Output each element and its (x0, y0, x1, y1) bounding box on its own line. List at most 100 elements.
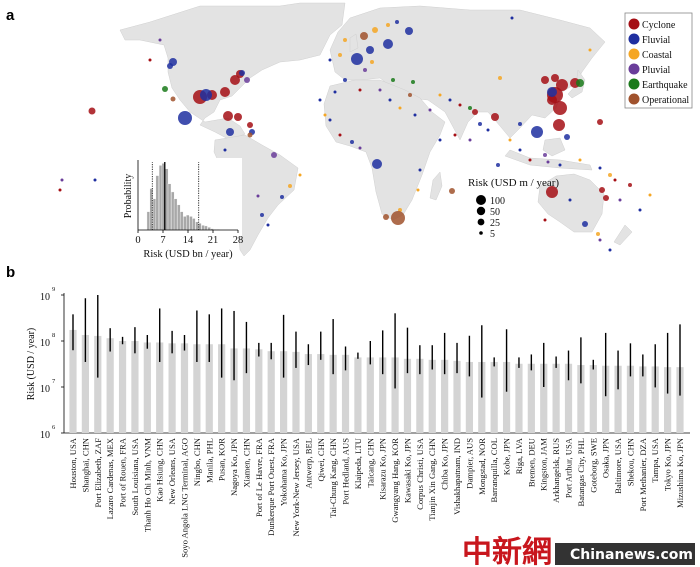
bar (143, 342, 151, 433)
hist-bar (171, 191, 175, 231)
bar-category-label: Ningbo, CHN (192, 437, 202, 486)
port-marker-fluvial (518, 122, 522, 126)
bar (317, 354, 325, 433)
bar-category-label: Tai-Chung Kang, CHN (328, 437, 338, 518)
madagascar (429, 171, 443, 201)
port-marker-earthquake (162, 86, 168, 92)
port-marker-cyclone (546, 186, 558, 198)
size-legend-dot (476, 206, 486, 216)
size-legend-label: 50 (490, 207, 500, 218)
bar (69, 329, 77, 433)
legend-label-fluvial: Fluvial (642, 35, 671, 46)
port-marker-cyclone (247, 122, 253, 128)
port-marker-cyclone (230, 75, 240, 85)
bar-category-label: Port Arthur, USA (564, 437, 574, 498)
hist-bar (195, 221, 199, 231)
port-marker-small (398, 106, 402, 110)
bar (614, 365, 622, 433)
port-marker-small (486, 128, 490, 132)
bar-category-label: Riga, LVA (514, 437, 524, 474)
port-marker-fluvial (226, 128, 234, 136)
bar (242, 348, 251, 433)
bar (304, 354, 312, 433)
port-marker-cyclone (551, 74, 559, 82)
port-marker-small (588, 48, 592, 52)
hist-ylabel: Probability (123, 174, 134, 218)
port-marker-small (468, 138, 472, 142)
port-marker-coastal (288, 184, 292, 188)
hist-bar (167, 183, 172, 231)
port-marker-operational (247, 132, 253, 138)
size-legend-dot (476, 195, 486, 205)
bar-category-label: Yokohama Ko, JPN (279, 437, 289, 506)
bar-category-label: Kisarazu Ko, JPN (378, 437, 388, 500)
port-marker-small (333, 90, 337, 94)
port-marker-fluvial (564, 134, 570, 140)
port-marker-small (438, 93, 442, 97)
port-marker-fluvial (366, 46, 374, 54)
port-marker-fluvial (372, 159, 382, 169)
bar-category-label: New Orleans, USA (167, 437, 177, 504)
bar (416, 358, 424, 433)
bar (676, 367, 684, 433)
port-marker-small (638, 208, 642, 212)
bar-category-label: Port Methanier, DZA (638, 437, 648, 511)
size-legend-label: 25 (490, 218, 500, 229)
hist-bar (189, 216, 193, 231)
size-legend-label: 5 (490, 229, 495, 240)
bar (540, 363, 548, 433)
bar-category-label: Mizushima Ko, JPN (675, 437, 685, 508)
port-marker-small (93, 178, 97, 182)
bar (490, 361, 498, 433)
africa (323, 79, 446, 221)
port-marker-earthquake (391, 78, 395, 82)
port-marker-small (266, 223, 270, 227)
port-marker-pluvial (543, 153, 547, 157)
port-marker-small (598, 238, 602, 242)
bar (255, 349, 263, 433)
port-marker-small (648, 193, 652, 197)
bar-y-tick-exponent: 7 (52, 378, 56, 385)
bar-category-label: Pusan, KOR (217, 438, 227, 481)
bar-category-label: Tampa, USA (650, 437, 660, 483)
bar (230, 348, 238, 433)
panel-label-b: b (6, 264, 15, 281)
port-marker-coastal (372, 27, 378, 33)
port-marker-fluvial (350, 140, 354, 144)
port-marker-small (508, 138, 512, 142)
port-marker-small (318, 98, 322, 102)
legend-label-coastal: Coastal (642, 50, 672, 61)
bar (515, 363, 523, 433)
port-marker-small (578, 158, 582, 162)
bar (502, 361, 511, 433)
bar (564, 363, 573, 433)
bar-y-tick-exponent: 6 (52, 424, 56, 431)
bar-category-label: Thanh Ho Chi Minh, VNM (142, 438, 152, 532)
bar-category-label: Mongstad, NOR (477, 438, 487, 495)
port-marker-small (256, 194, 260, 198)
port-marker-cyclone (553, 101, 567, 115)
bar-y-tick-label: 10 (40, 384, 50, 395)
bar (329, 354, 337, 433)
hist-bar (183, 216, 187, 231)
bar (626, 365, 635, 433)
bar-category-label: Nagoya Ko, JPN (229, 437, 239, 496)
legend-label-pluvial: Pluvial (642, 65, 671, 76)
port-marker-small (323, 113, 327, 117)
port-marker-cyclone (223, 111, 233, 121)
port-marker-fluvial (239, 70, 245, 76)
port-marker-small (546, 160, 550, 164)
port-marker-small (358, 146, 362, 150)
watermark-bar (555, 543, 695, 565)
bar-y-tick-label: 10 (40, 430, 50, 441)
bar-category-label: Gwangyang Hang, KOR (390, 438, 400, 523)
hist-bar (149, 188, 154, 231)
bar (465, 361, 474, 433)
port-marker-fluvial (200, 89, 212, 101)
port-marker-small (448, 98, 452, 102)
port-marker-coastal (370, 60, 374, 64)
indonesia (504, 149, 593, 171)
bar (664, 367, 672, 433)
north-america (119, 2, 346, 141)
